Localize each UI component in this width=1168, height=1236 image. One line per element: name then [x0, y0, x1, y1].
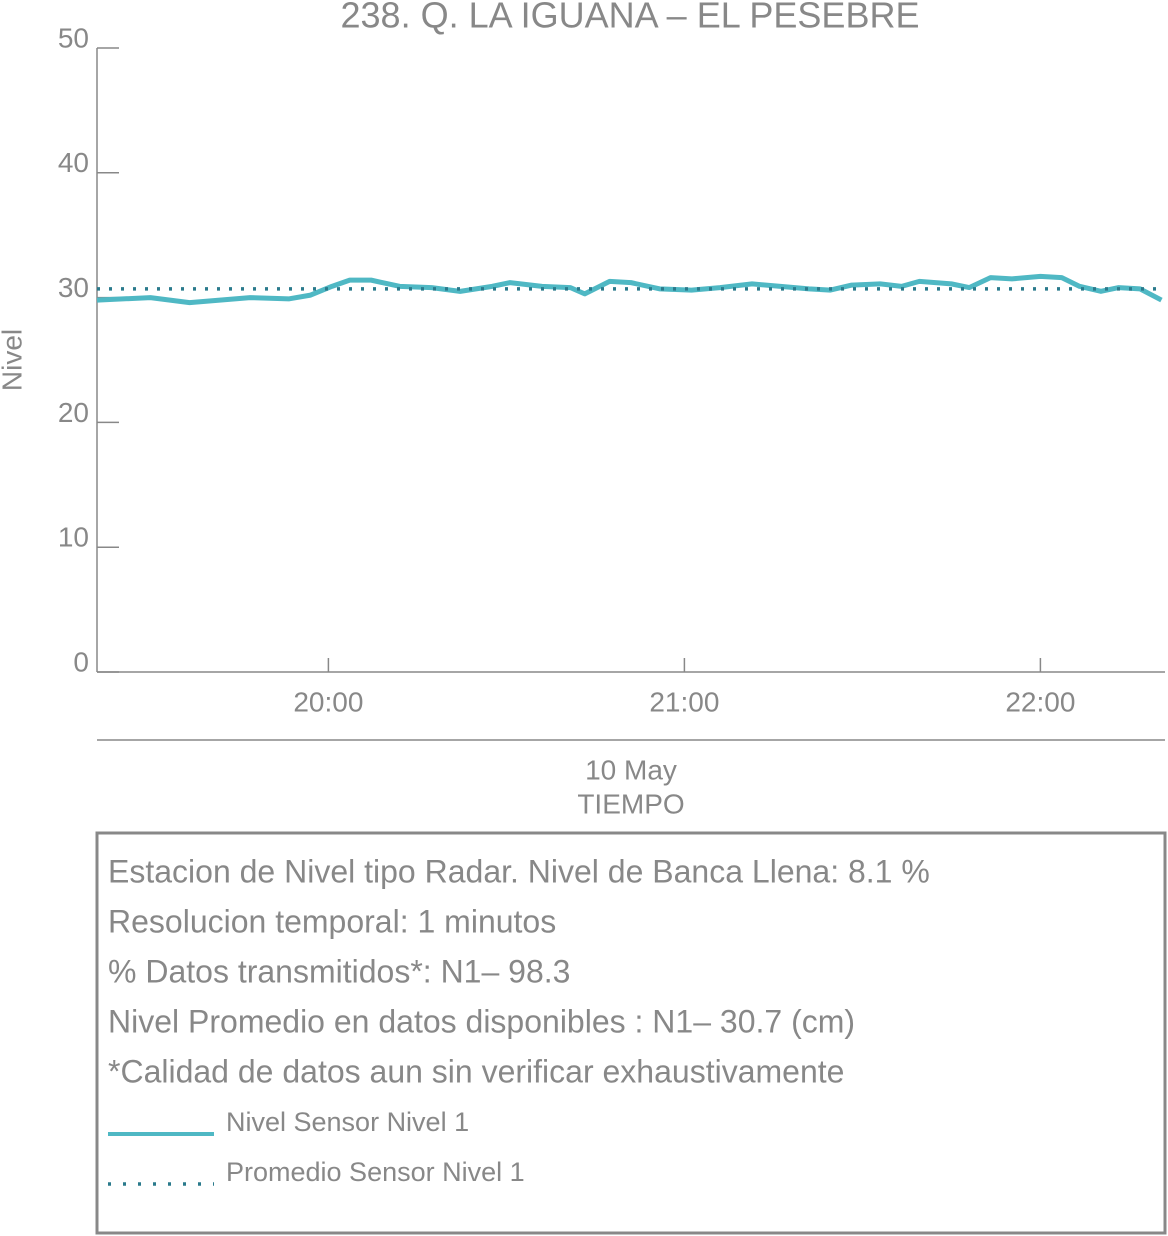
info-line: Resolucion temporal: 1 minutos	[108, 903, 556, 939]
x-axis-label: TIEMPO	[577, 788, 684, 819]
legend-label: Nivel Sensor Nivel 1	[226, 1107, 469, 1137]
info-line: Nivel Promedio en datos disponibles : N1…	[108, 1003, 855, 1039]
date-label: 10 May	[585, 754, 677, 785]
chart-title: 238. Q. LA IGUANA – EL PESEBRE	[341, 0, 920, 36]
x-tick-label: 20:00	[293, 686, 363, 717]
info-line: % Datos transmitidos*: N1– 98.3	[108, 953, 570, 989]
y-axis-label: Nivel	[0, 329, 27, 391]
x-tick-label: 22:00	[1005, 686, 1075, 717]
info-box	[95, 831, 1167, 1235]
legend-label: Promedio Sensor Nivel 1	[226, 1157, 525, 1187]
y-tick-label: 0	[73, 646, 89, 677]
x-tick-label: 21:00	[649, 686, 719, 717]
info-line: *Calidad de datos aun sin verificar exha…	[108, 1053, 844, 1089]
y-tick-label: 20	[58, 397, 89, 428]
y-tick-label: 30	[58, 272, 89, 303]
y-tick-label: 50	[58, 22, 89, 53]
y-tick-label: 40	[58, 147, 89, 178]
y-tick-label: 10	[58, 522, 89, 553]
info-line: Estacion de Nivel tipo Radar. Nivel de B…	[108, 853, 930, 889]
series-line	[96, 273, 1163, 306]
